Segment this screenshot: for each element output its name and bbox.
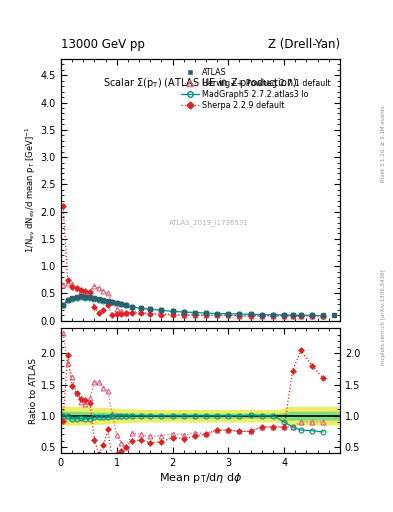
Text: Scalar $\Sigma$(p$_{\rm T}$) (ATLAS UE in Z production): Scalar $\Sigma$(p$_{\rm T}$) (ATLAS UE i…	[103, 76, 298, 90]
Text: Z (Drell-Yan): Z (Drell-Yan)	[268, 38, 340, 51]
X-axis label: Mean p$_{\rm T}$/d$\eta$ d$\phi$: Mean p$_{\rm T}$/d$\eta$ d$\phi$	[159, 471, 242, 485]
Text: Rivet 3.1.10, ≥ 3.1M events: Rivet 3.1.10, ≥ 3.1M events	[381, 105, 386, 182]
Text: 13000 GeV pp: 13000 GeV pp	[61, 38, 145, 51]
Text: mcplots.cern.ch [arXiv:1306.3436]: mcplots.cern.ch [arXiv:1306.3436]	[381, 270, 386, 365]
Legend: ATLAS, Herwig++ Powheg 2.7.1 default, MadGraph5 2.7.2.atlas3 lo, Sherpa 2.2.9 de: ATLAS, Herwig++ Powheg 2.7.1 default, Ma…	[179, 66, 333, 113]
Text: ATLAS_2019_I1736531: ATLAS_2019_I1736531	[169, 219, 249, 226]
Y-axis label: Ratio to ATLAS: Ratio to ATLAS	[29, 358, 38, 424]
Y-axis label: 1/N$_{\rm ev}$ dN$_{\rm ev}$/d mean p$_{\rm T}$ [GeV]$^{-1}$: 1/N$_{\rm ev}$ dN$_{\rm ev}$/d mean p$_{…	[23, 126, 38, 253]
